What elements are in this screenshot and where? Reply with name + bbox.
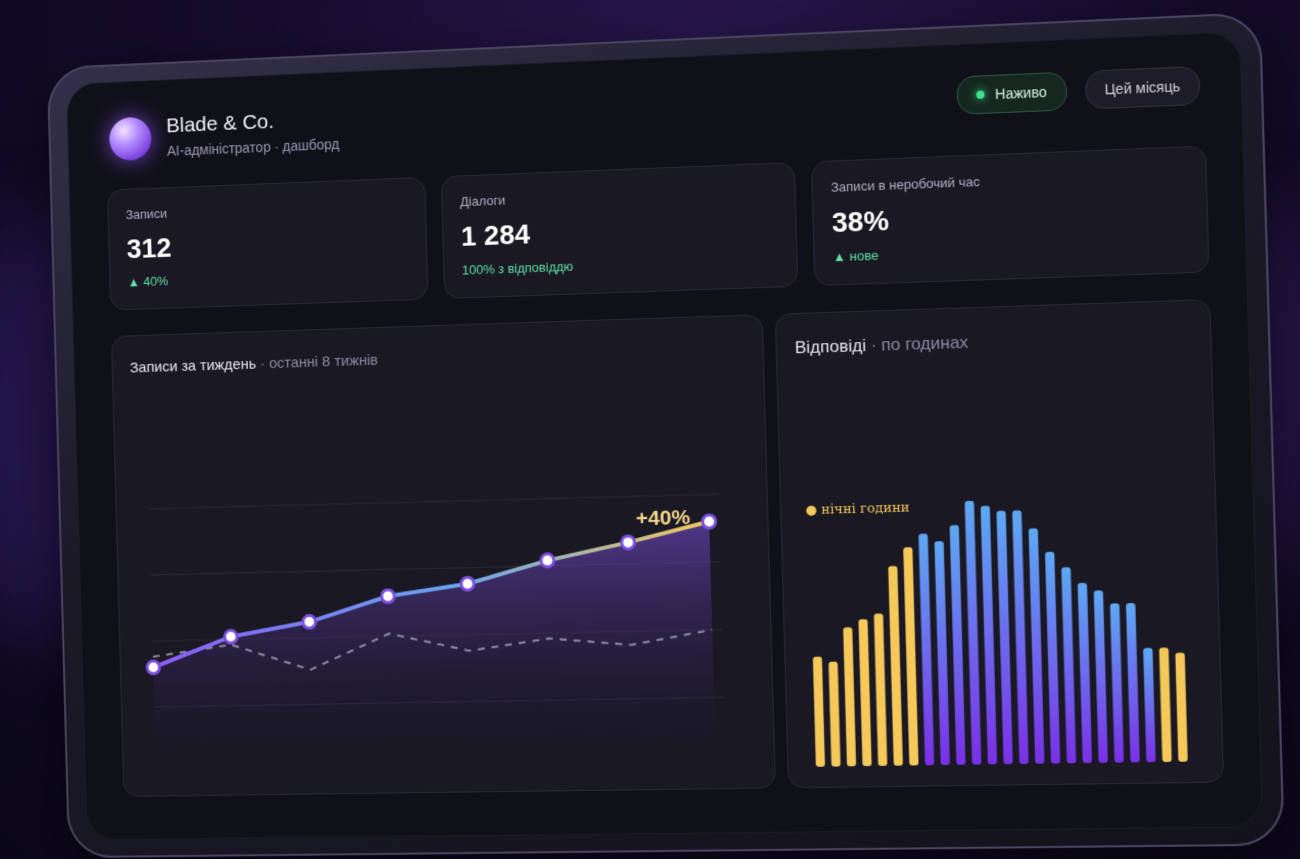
kpi-label: Записи в неробочий час — [831, 174, 980, 195]
data-point — [303, 615, 316, 628]
kpi-delta: ▲ 40% — [127, 273, 172, 289]
kpi-card-bookings: Записи 312 ▲ 40% — [107, 177, 429, 311]
kpi-label: Діалоги — [460, 190, 572, 209]
period-label: Цей місяць — [1105, 78, 1181, 98]
data-point — [224, 630, 237, 643]
brand-name: Blade & Co. — [166, 107, 339, 138]
hour-bar — [1175, 653, 1188, 762]
hour-bar — [829, 662, 841, 767]
data-point — [621, 536, 634, 549]
hour-bar — [1159, 648, 1172, 762]
kpi-delta: 100% з відповіддю — [462, 259, 574, 278]
live-toggle[interactable]: Наживо — [957, 72, 1067, 115]
data-point — [147, 661, 160, 674]
weekly-line-chart: +40% — [112, 315, 775, 796]
live-dot-icon — [977, 90, 985, 98]
kpi-value: 1 284 — [461, 217, 573, 253]
hourly-bar-chart — [776, 300, 1223, 787]
kpi-card-after-hours: Записи в неробочий час 38% ▲ нове — [811, 146, 1210, 287]
hour-bar — [1110, 603, 1124, 762]
hour-bar — [1126, 603, 1140, 762]
data-point — [541, 554, 554, 567]
hour-bar — [874, 613, 887, 765]
hour-bar — [813, 657, 825, 767]
hour-bar — [1078, 583, 1092, 763]
hour-bar — [965, 501, 982, 765]
kpi-value: 312 — [126, 232, 171, 265]
data-point — [702, 515, 715, 528]
hour-bar — [996, 511, 1012, 765]
hour-bar — [919, 534, 935, 766]
brand-subtitle: AI-адміністратор · дашборд — [167, 136, 340, 159]
kpi-value: 38% — [831, 201, 981, 239]
hour-bar — [981, 506, 998, 765]
period-selector[interactable]: Цей місяць — [1084, 66, 1200, 110]
hour-bar — [843, 627, 856, 766]
hour-bar — [1029, 528, 1045, 763]
brand-logo — [109, 116, 152, 161]
gridline — [149, 494, 718, 509]
hour-bar — [858, 619, 871, 766]
kpi-delta: ▲ нове — [833, 244, 982, 265]
hour-bar — [950, 525, 966, 765]
hour-bar — [934, 541, 950, 765]
hour-bar — [1012, 510, 1028, 764]
header-controls: Наживо Цей місяць — [957, 66, 1201, 115]
brand-block: Blade & Co. AI-адміністратор · дашборд — [109, 107, 340, 161]
weekly-bookings-card: Записи за тиждень · останні 8 тижнів +40… — [111, 314, 776, 797]
hour-bar — [1094, 590, 1108, 762]
tablet-frame: Blade & Co. AI-адміністратор · дашборд Н… — [47, 12, 1285, 858]
data-point — [381, 590, 394, 603]
hour-bar — [1045, 552, 1060, 764]
kpi-card-dialogs: Діалоги 1 284 100% з відповіддю — [441, 162, 799, 299]
kpi-label: Записи — [126, 206, 171, 222]
hour-bar — [1061, 567, 1076, 763]
hour-bar — [888, 566, 903, 766]
dashboard-screen: Blade & Co. AI-адміністратор · дашборд Н… — [66, 31, 1263, 840]
hour-bar — [903, 547, 918, 765]
live-label: Наживо — [995, 84, 1047, 102]
hourly-responses-card: Відповіді · по годинах ● нічні години — [775, 299, 1224, 788]
data-point — [461, 577, 474, 590]
weekly-growth-badge: +40% — [636, 506, 691, 531]
hour-bar — [1143, 648, 1156, 762]
